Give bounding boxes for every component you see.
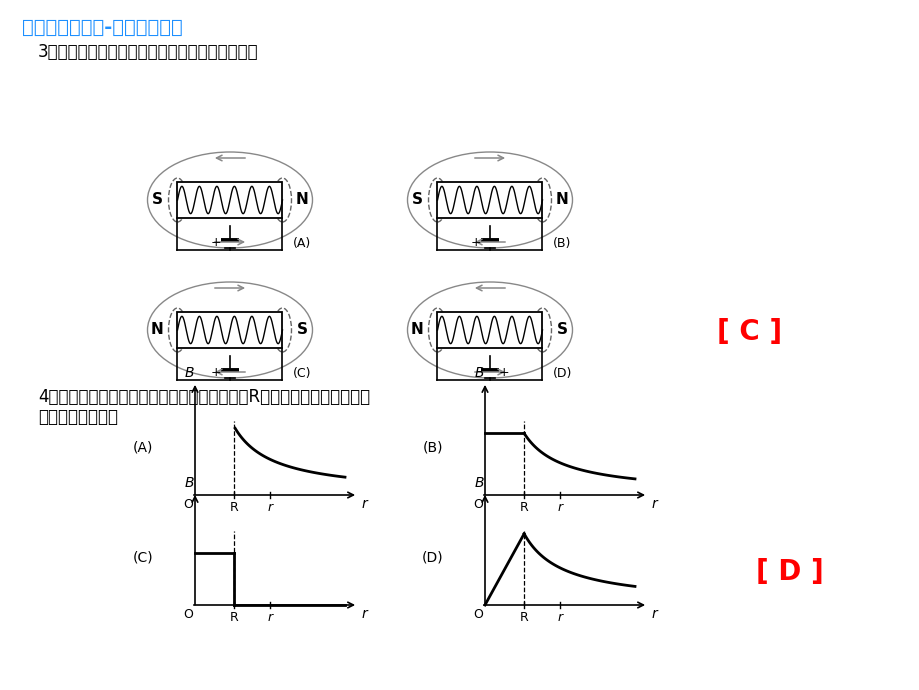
Text: B: B bbox=[473, 366, 483, 380]
Text: r: r bbox=[267, 611, 273, 624]
Text: R: R bbox=[519, 611, 528, 624]
Text: O: O bbox=[183, 608, 193, 621]
Text: [ C ]: [ C ] bbox=[717, 318, 782, 346]
Text: 3．图示载流铁芯螺线管，其中哪个图画得正确？: 3．图示载流铁芯螺线管，其中哪个图画得正确？ bbox=[38, 43, 258, 61]
Text: 大学物理习题册-稳恒磁场答案: 大学物理习题册-稳恒磁场答案 bbox=[22, 18, 183, 37]
Text: +: + bbox=[498, 366, 509, 380]
Text: [ D ]: [ D ] bbox=[755, 558, 823, 586]
Text: r: r bbox=[267, 501, 273, 514]
Text: r: r bbox=[361, 607, 368, 621]
Text: S: S bbox=[412, 193, 423, 208]
Text: S: S bbox=[297, 322, 308, 337]
Text: O: O bbox=[472, 498, 482, 511]
Bar bbox=[177, 312, 282, 348]
Text: r: r bbox=[652, 497, 657, 511]
Text: 4．如图所示，其中哪个图正确地描述了半径为R的无限长均匀载流圆柱体: 4．如图所示，其中哪个图正确地描述了半径为R的无限长均匀载流圆柱体 bbox=[38, 388, 369, 406]
Text: S: S bbox=[152, 193, 163, 208]
Text: +: + bbox=[210, 366, 221, 380]
Text: O: O bbox=[183, 498, 193, 511]
Text: O: O bbox=[472, 608, 482, 621]
Text: R: R bbox=[519, 501, 528, 514]
Text: N: N bbox=[151, 322, 164, 337]
Text: (C): (C) bbox=[132, 551, 153, 564]
Text: 沿径向的磁场分布: 沿径向的磁场分布 bbox=[38, 408, 118, 426]
Text: B: B bbox=[473, 476, 483, 490]
Text: N: N bbox=[411, 322, 424, 337]
Text: +: + bbox=[210, 237, 221, 250]
Text: N: N bbox=[555, 193, 568, 208]
Text: (A): (A) bbox=[292, 237, 311, 250]
Text: (B): (B) bbox=[423, 440, 443, 455]
Text: r: r bbox=[557, 501, 562, 514]
Text: R: R bbox=[230, 611, 238, 624]
Text: +: + bbox=[471, 237, 481, 250]
Text: (D): (D) bbox=[552, 368, 572, 380]
Bar bbox=[437, 182, 542, 218]
Text: S: S bbox=[556, 322, 567, 337]
Text: R: R bbox=[230, 501, 238, 514]
Text: (D): (D) bbox=[422, 551, 443, 564]
Bar bbox=[177, 182, 282, 218]
Text: r: r bbox=[652, 607, 657, 621]
Text: r: r bbox=[557, 611, 562, 624]
Text: (C): (C) bbox=[292, 368, 311, 380]
Text: (A): (A) bbox=[132, 440, 153, 455]
Bar bbox=[437, 312, 542, 348]
Text: N: N bbox=[296, 193, 309, 208]
Text: B: B bbox=[184, 366, 194, 380]
Text: r: r bbox=[361, 497, 368, 511]
Text: B: B bbox=[184, 476, 194, 490]
Text: (B): (B) bbox=[552, 237, 571, 250]
